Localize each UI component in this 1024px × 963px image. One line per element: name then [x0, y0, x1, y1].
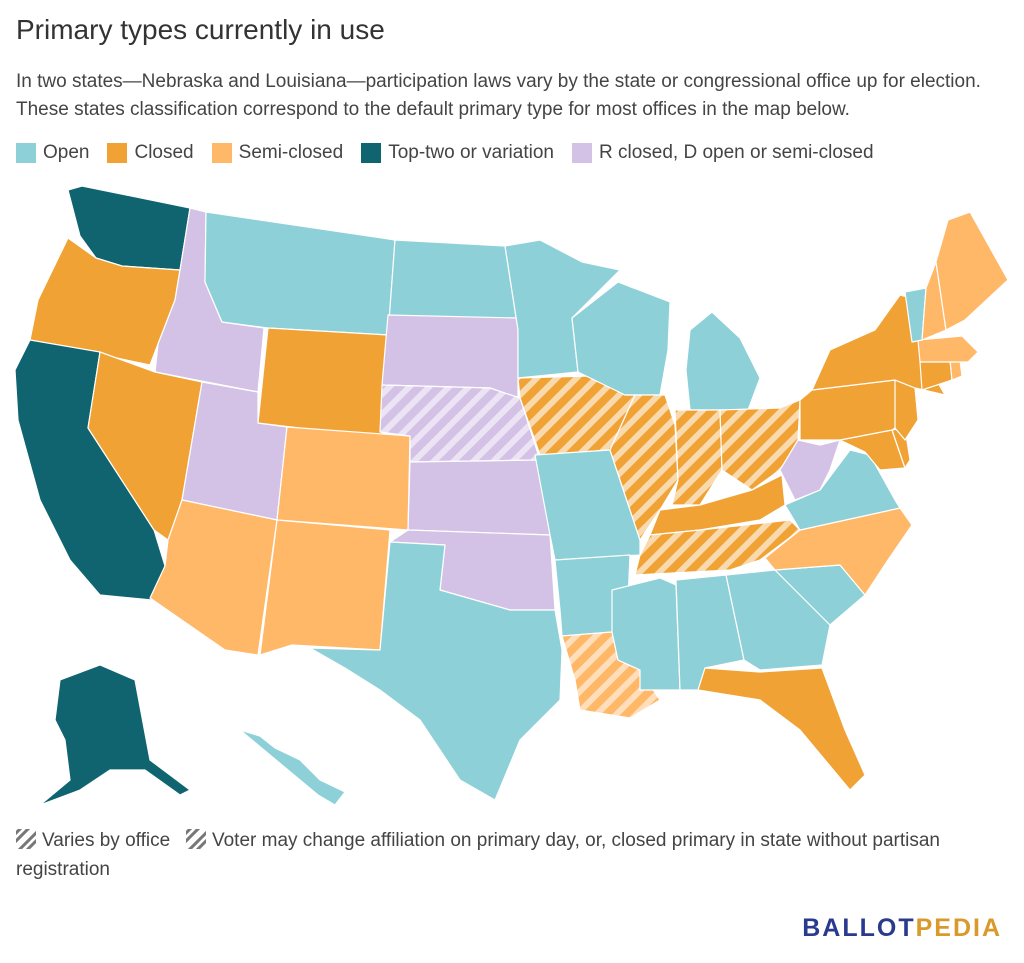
state-hatch-indiana — [672, 410, 722, 505]
legend-item-semi-closed: Semi-closed — [211, 142, 344, 164]
logo-part-ballot: BALLOT — [802, 914, 916, 942]
state-michigan — [685, 311, 761, 411]
hatch-change-icon — [185, 829, 206, 849]
ballotpedia-logo: BALLOTPEDIA — [802, 914, 1002, 943]
legend-swatch-open — [16, 143, 36, 163]
state-mississippi — [611, 577, 681, 691]
legend-item-open: Open — [16, 142, 89, 164]
note-varies: Varies by office — [16, 829, 175, 851]
state-hatch-tennessee — [635, 520, 800, 575]
note-varies-label: Varies by office — [42, 830, 171, 851]
state-hatch-iowa — [518, 375, 635, 455]
state-kansas — [407, 459, 551, 536]
hatch-varies-icon — [16, 829, 36, 849]
state-hatch-nebraska — [380, 385, 540, 462]
legend-swatch-semi-closed — [211, 143, 232, 163]
state-new-mexico — [259, 519, 391, 656]
legend-item-closed: Closed — [107, 142, 194, 164]
state-texas — [309, 541, 563, 801]
state-wyoming — [257, 327, 389, 439]
state-massachusetts — [917, 335, 979, 363]
legend-label-closed: Closed — [134, 142, 194, 163]
legend-item-r-closed: R closed, D open or semi-closed — [571, 142, 874, 164]
state-virginia — [784, 449, 901, 531]
hatch-notes: Varies by office Voter may change affili… — [16, 826, 1006, 884]
logo-part-pedia: PEDIA — [915, 914, 1002, 942]
legend-swatch-top-two — [361, 143, 382, 163]
map-subtitle: In two states—Nebraska and Louisiana—par… — [16, 71, 981, 120]
us-map — [14, 185, 1009, 806]
map-title: Primary types currently in use — [16, 14, 385, 45]
state-florida — [697, 667, 866, 791]
legend-swatch-r-closed — [571, 143, 592, 163]
legend-label-open: Open — [43, 142, 90, 163]
state-west-virginia — [779, 439, 841, 501]
note-voter-change-label: Voter may change affiliation on primary … — [16, 830, 940, 880]
state-hatch-ohio — [720, 400, 800, 490]
state-alaska — [39, 664, 191, 806]
state-montana — [204, 211, 396, 336]
state-new-jersey — [894, 379, 919, 441]
legend-item-top-two: Top-two or variation — [361, 142, 554, 164]
state-hatch-louisiana — [562, 632, 660, 718]
legend-label-top-two: Top-two or variation — [388, 142, 554, 163]
state-colorado — [276, 426, 411, 531]
state-rhode-island — [949, 359, 963, 381]
state-hatch-illinois — [610, 395, 678, 540]
legend-label-r-closed: R closed, D open or semi-closed — [598, 142, 874, 163]
state-hawaii — [239, 729, 346, 806]
legend-label-semi-closed: Semi-closed — [238, 142, 344, 163]
legend-swatch-closed — [107, 143, 128, 163]
state-connecticut — [919, 359, 953, 391]
state-wisconsin — [571, 281, 671, 396]
state-maine — [935, 211, 1009, 331]
legend: Open Closed Semi-closed Top-two or varia… — [16, 142, 874, 164]
